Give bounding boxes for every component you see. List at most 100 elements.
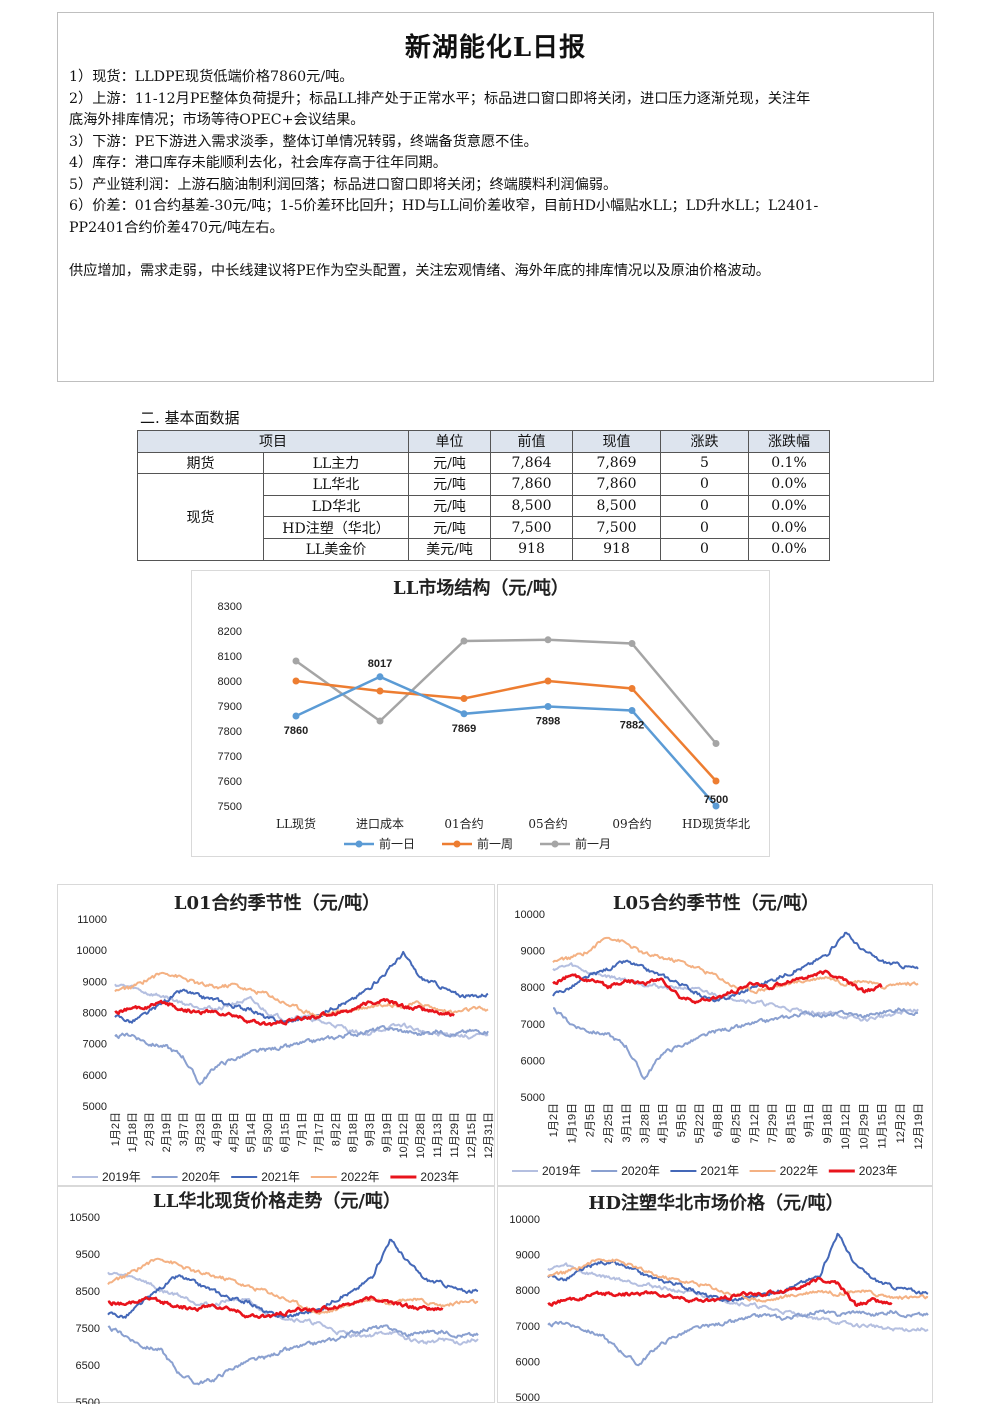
row-prev: 8,500 xyxy=(490,494,573,518)
summary-line: 3）下游：PE下游进入需求淡季，整体订单情况转弱，终端备货意愿不佳。 xyxy=(69,133,538,150)
ll-spot-trend-svg: LL华北现货价格走势（元/吨） 5500 6500 7500 8500 9500 10500 xyxy=(69,1190,479,1404)
data-label: 7869 xyxy=(452,723,476,735)
table-header-row: 项目 单位 前值 现值 涨跌 涨跌幅 xyxy=(137,430,830,453)
y-tick-label: 10500 xyxy=(69,1212,100,1224)
series-line xyxy=(107,1257,479,1315)
x-tick-label: 6月15日 xyxy=(280,1112,292,1152)
legend-label: 2021年 xyxy=(261,1170,300,1184)
legend-label: 前一周 xyxy=(477,836,513,851)
x-tick-label: 11月13日 xyxy=(432,1112,444,1158)
series-line xyxy=(107,1295,444,1320)
x-tick-label: 7月17日 xyxy=(313,1112,325,1152)
series-line xyxy=(114,997,455,1027)
report-title: 新湖能化L日报 xyxy=(404,33,587,63)
series-line xyxy=(552,969,883,1005)
row-prev: 7,860 xyxy=(490,473,573,496)
header-item: 项目 xyxy=(137,430,409,453)
x-tick-label: 4月25日 xyxy=(229,1112,241,1152)
data-point xyxy=(460,695,468,702)
table-row: LL美金价 美元/吨 918 918 0 0.0% xyxy=(138,537,830,561)
y-tick-label: 7700 xyxy=(218,751,242,763)
y-tick-label: 5000 xyxy=(516,1392,540,1404)
x-tick-label: 9月18日 xyxy=(822,1103,834,1143)
data-point xyxy=(292,712,300,720)
x-tick-label: 9月19日 xyxy=(381,1112,393,1152)
row-prev: 918 xyxy=(490,537,573,561)
y-tick-label: 9500 xyxy=(76,1249,100,1261)
y-tick-label: 8000 xyxy=(83,1008,107,1020)
data-point xyxy=(376,687,384,695)
legend-marker xyxy=(355,840,363,848)
legend-label: 2019年 xyxy=(102,1170,141,1184)
series-line xyxy=(107,1324,479,1386)
data-point xyxy=(376,673,384,681)
summary-line: PP2401合约价差470元/吨左右。 xyxy=(69,219,284,236)
series-line xyxy=(552,936,919,995)
x-tick-label: 6月8日 xyxy=(712,1103,724,1137)
x-tick-label: 3月28日 xyxy=(639,1103,651,1143)
x-tick-label: 8月15日 xyxy=(785,1103,797,1143)
data-point xyxy=(292,657,300,665)
data-point xyxy=(460,637,468,645)
summary-line: 5）产业链利润：上游石脑油制利润回落；标品进口窗口即将关闭；终端膜料利润偏弱。 xyxy=(69,176,618,193)
legend-label: 2021年 xyxy=(700,1164,739,1178)
y-tick-label: 7900 xyxy=(218,701,242,713)
y-tick-label: 8000 xyxy=(516,1285,540,1297)
row-prev: 7,864 xyxy=(490,451,573,475)
chart-ll-spot-trend: LL华北现货价格走势（元/吨） 5500 6500 7500 8500 9500 10500 xyxy=(57,1186,495,1404)
legend-marker xyxy=(453,840,461,848)
x-tick-label: 12月2日 xyxy=(895,1103,907,1143)
chart-market-structure: LL市场结构（元/吨） 7500 7600 7700 7800 7900 8000 8100 8… xyxy=(191,570,770,857)
group-futures: 期货 xyxy=(137,451,264,475)
row-unit: 元/吨 xyxy=(408,451,491,475)
row-unit: 元/吨 xyxy=(408,473,491,496)
series-line xyxy=(107,1271,479,1346)
row-chg: 0 xyxy=(660,473,749,496)
table-row: HD注塑（华北） 元/吨 7,500 7,500 0 0.0% xyxy=(138,516,830,539)
l01-seasonality-svg: L01合约季节性（元/吨） 5000 6000 7000 8000 9000 10000 11… xyxy=(72,892,495,1184)
y-tick-label: 11000 xyxy=(77,914,107,926)
series-line xyxy=(547,1262,929,1333)
row-chg: 5 xyxy=(660,451,749,475)
summary-line: 1）现货：LLDPE现货低端价格7860元/吨。 xyxy=(69,69,354,85)
header-curr: 现值 xyxy=(572,430,661,453)
data-point xyxy=(628,685,636,692)
series-line xyxy=(552,962,919,1022)
row-pct: 0.0% xyxy=(748,473,830,496)
row-item: LL华北 xyxy=(263,473,409,496)
row-pct: 0.0% xyxy=(748,494,830,518)
series-line xyxy=(114,971,489,1018)
row-prev: 7,500 xyxy=(490,516,573,539)
x-tick-label: 7月12日 xyxy=(749,1103,761,1143)
x-tick-label: 5月30日 xyxy=(263,1112,275,1152)
x-category-label: 01合约 xyxy=(444,816,483,831)
x-tick-label: 7月1日 xyxy=(297,1112,309,1146)
y-tick-label: 8000 xyxy=(521,982,545,994)
summary-line: 2）上游：11-12月PE整体负荷提升；标品LL排产处于正常水平；标品进口窗口即… xyxy=(69,90,811,107)
y-tick-label: 7500 xyxy=(218,801,242,813)
x-tick-label: 12月19日 xyxy=(913,1103,925,1149)
data-point xyxy=(460,710,468,718)
series-line xyxy=(553,1007,919,1080)
x-tick-label: 6月25日 xyxy=(731,1103,743,1143)
x-tick-label: 9月3日 xyxy=(364,1112,376,1146)
series-line xyxy=(295,638,717,745)
x-tick-label: 2月3日 xyxy=(144,1112,156,1146)
data-point xyxy=(712,802,720,810)
row-curr: 918 xyxy=(572,537,661,561)
x-tick-label: 7月29日 xyxy=(767,1103,779,1143)
summary-line: 4）库存：港口库存未能顺利去化，社会库存高于往年同期。 xyxy=(69,155,447,171)
chart-title: LL市场结构（元/吨） xyxy=(393,577,569,599)
data-point xyxy=(376,717,384,725)
header-prev: 前值 xyxy=(490,430,573,453)
row-item: HD注塑（华北） xyxy=(263,516,409,539)
data-point xyxy=(544,677,552,685)
x-category-label: 进口成本 xyxy=(356,817,404,831)
y-tick-label: 8200 xyxy=(218,626,242,638)
x-tick-label: 1月18日 xyxy=(127,1112,139,1152)
y-tick-label: 8100 xyxy=(218,651,242,663)
x-tick-label: 10月12日 xyxy=(840,1103,852,1149)
row-pct: 0.0% xyxy=(748,537,830,561)
series-line xyxy=(114,1025,489,1086)
x-tick-label: 5月22日 xyxy=(694,1103,706,1143)
